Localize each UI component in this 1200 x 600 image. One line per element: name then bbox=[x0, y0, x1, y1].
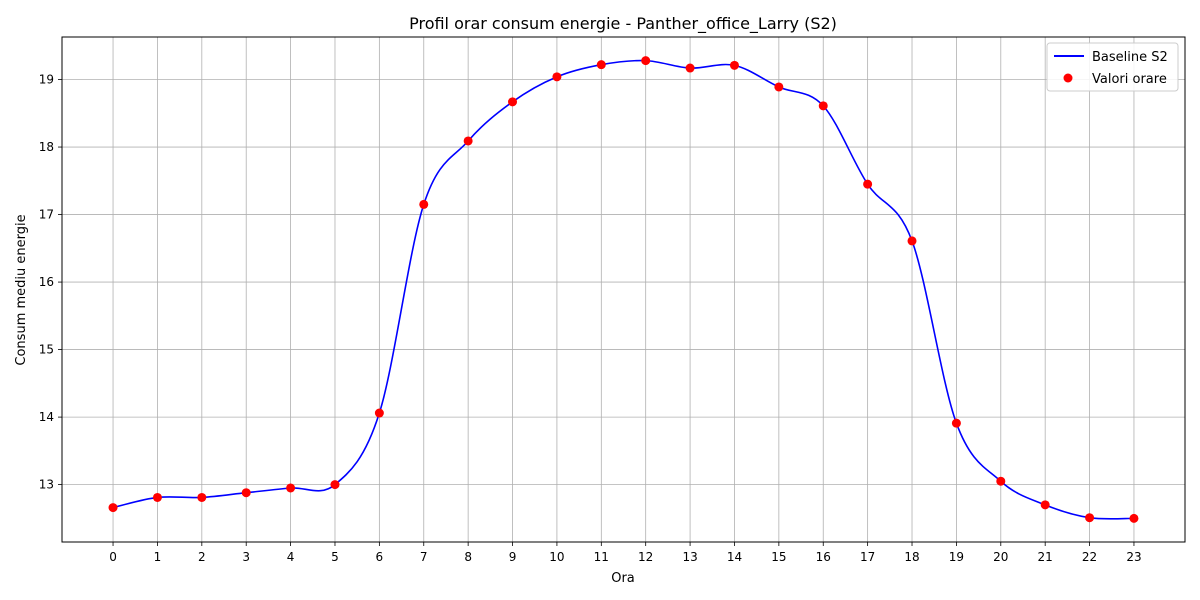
hourly-value-point bbox=[1085, 513, 1095, 523]
legend-label-points: Valori orare bbox=[1092, 72, 1167, 87]
x-tick-label: 9 bbox=[509, 550, 517, 564]
hourly-value-point bbox=[907, 236, 917, 246]
x-tick-label: 13 bbox=[682, 550, 697, 564]
y-tick-label: 19 bbox=[39, 73, 54, 87]
hourly-value-point bbox=[152, 492, 162, 502]
hourly-value-point bbox=[818, 101, 828, 111]
legend-point-swatch bbox=[1063, 73, 1073, 83]
hourly-value-point bbox=[552, 72, 562, 82]
hourly-value-point bbox=[374, 408, 384, 418]
hourly-value-point bbox=[685, 63, 695, 73]
x-tick-label: 0 bbox=[109, 550, 117, 564]
x-tick-label: 21 bbox=[1038, 550, 1053, 564]
y-axis-label: Consum mediu energie bbox=[14, 214, 29, 365]
x-tick-label: 8 bbox=[464, 550, 472, 564]
hourly-value-point bbox=[286, 483, 296, 493]
x-tick-label: 1 bbox=[154, 550, 162, 564]
chart-title: Profil orar consum energie - Panther_off… bbox=[409, 14, 837, 34]
grid-layer bbox=[62, 37, 1185, 542]
x-tick-layer: 0 1 2 3 4 5 6 7 8 9 10 11 12 13 14 15 16 17 18 19 20 21 22 23 bbox=[109, 542, 1142, 564]
hourly-value-point bbox=[596, 60, 606, 70]
hourly-value-point bbox=[241, 488, 251, 498]
x-tick-label: 5 bbox=[331, 550, 339, 564]
x-tick-label: 2 bbox=[198, 550, 206, 564]
x-tick-label: 11 bbox=[594, 550, 609, 564]
hourly-value-point bbox=[951, 418, 961, 428]
y-tick-label: 16 bbox=[39, 275, 54, 289]
hourly-value-point bbox=[774, 82, 784, 92]
x-tick-label: 6 bbox=[376, 550, 384, 564]
x-tick-label: 20 bbox=[993, 550, 1008, 564]
x-tick-label: 7 bbox=[420, 550, 428, 564]
hourly-value-point bbox=[863, 179, 873, 189]
y-tick-label: 17 bbox=[39, 208, 54, 222]
y-tick-label: 13 bbox=[39, 478, 54, 492]
x-tick-label: 23 bbox=[1126, 550, 1141, 564]
x-tick-label: 16 bbox=[816, 550, 831, 564]
y-tick-label: 18 bbox=[39, 140, 54, 154]
x-axis-label: Ora bbox=[611, 571, 635, 586]
plot-frame bbox=[61, 36, 1186, 543]
x-tick-label: 18 bbox=[904, 550, 919, 564]
hourly-value-point bbox=[419, 199, 429, 209]
hourly-value-point bbox=[1040, 500, 1050, 510]
hourly-value-point bbox=[197, 492, 207, 502]
x-tick-label: 10 bbox=[549, 550, 564, 564]
x-tick-label: 22 bbox=[1082, 550, 1097, 564]
x-tick-label: 3 bbox=[242, 550, 250, 564]
legend-label-baseline: Baseline S2 bbox=[1092, 50, 1168, 65]
point-layer bbox=[108, 56, 1139, 523]
y-tick-label: 14 bbox=[39, 410, 54, 424]
y-tick-layer: 13 14 15 16 17 18 19 bbox=[39, 73, 62, 492]
x-tick-label: 17 bbox=[860, 550, 875, 564]
hourly-value-point bbox=[996, 476, 1006, 486]
hourly-value-point bbox=[108, 503, 118, 513]
x-tick-label: 19 bbox=[949, 550, 964, 564]
hourly-value-point bbox=[508, 97, 518, 107]
legend: Baseline S2 Valori orare bbox=[1046, 42, 1179, 92]
x-tick-label: 14 bbox=[727, 550, 742, 564]
hourly-value-point bbox=[463, 136, 473, 146]
y-tick-label: 15 bbox=[39, 343, 54, 357]
x-tick-label: 15 bbox=[771, 550, 786, 564]
hourly-value-point bbox=[1129, 513, 1139, 523]
hourly-value-point bbox=[330, 480, 340, 490]
hourly-value-point bbox=[729, 60, 739, 70]
x-tick-label: 12 bbox=[638, 550, 653, 564]
x-tick-label: 4 bbox=[287, 550, 295, 564]
hourly-value-point bbox=[641, 56, 651, 66]
